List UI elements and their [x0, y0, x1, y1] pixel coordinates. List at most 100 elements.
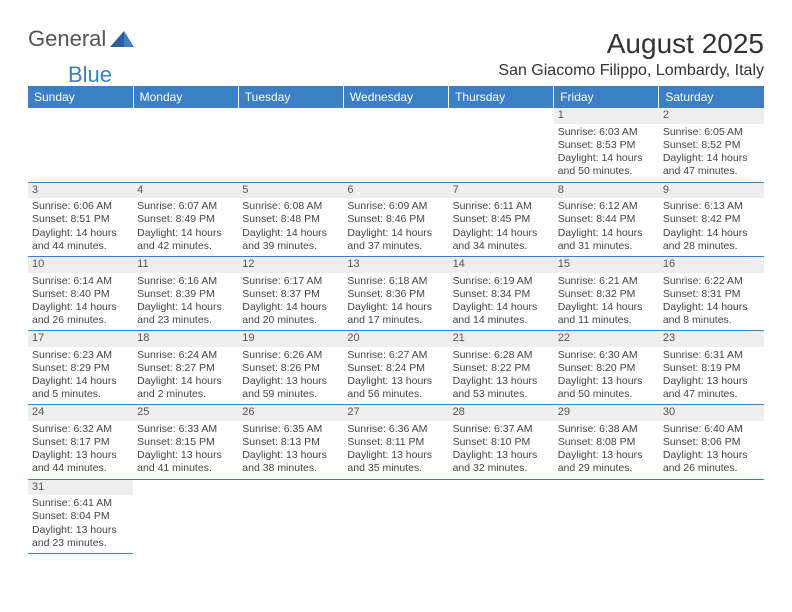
sunset-line: Sunset: 8:42 PM	[663, 213, 760, 226]
daylight-line: Daylight: 13 hours and 47 minutes.	[663, 375, 760, 401]
day-number: 21	[449, 331, 554, 347]
day-number: 1	[554, 108, 659, 124]
calendar-day-cell: 16Sunrise: 6:22 AMSunset: 8:31 PMDayligh…	[659, 256, 764, 330]
day-number: 31	[28, 480, 133, 496]
calendar-day-cell: 31Sunrise: 6:41 AMSunset: 8:04 PMDayligh…	[28, 479, 133, 553]
daylight-line: Daylight: 14 hours and 8 minutes.	[663, 301, 760, 327]
day-number: 19	[238, 331, 343, 347]
sunset-line: Sunset: 8:08 PM	[558, 436, 655, 449]
day-number: 26	[238, 405, 343, 421]
calendar-body: 1Sunrise: 6:03 AMSunset: 8:53 PMDaylight…	[28, 108, 764, 553]
sunrise-line: Sunrise: 6:41 AM	[32, 497, 129, 510]
sunrise-line: Sunrise: 6:07 AM	[137, 200, 234, 213]
sunset-line: Sunset: 8:29 PM	[32, 362, 129, 375]
sunrise-line: Sunrise: 6:17 AM	[242, 275, 339, 288]
day-number: 16	[659, 257, 764, 273]
calendar-day-cell: 27Sunrise: 6:36 AMSunset: 8:11 PMDayligh…	[343, 405, 448, 479]
daylight-line: Daylight: 14 hours and 37 minutes.	[347, 227, 444, 253]
day-number: 29	[554, 405, 659, 421]
weekday-header: Saturday	[659, 86, 764, 108]
daylight-line: Daylight: 13 hours and 35 minutes.	[347, 449, 444, 475]
sunset-line: Sunset: 8:37 PM	[242, 288, 339, 301]
daylight-line: Daylight: 14 hours and 34 minutes.	[453, 227, 550, 253]
sunrise-line: Sunrise: 6:26 AM	[242, 349, 339, 362]
daylight-line: Daylight: 13 hours and 38 minutes.	[242, 449, 339, 475]
daylight-line: Daylight: 13 hours and 26 minutes.	[663, 449, 760, 475]
sunrise-line: Sunrise: 6:14 AM	[32, 275, 129, 288]
sunset-line: Sunset: 8:34 PM	[453, 288, 550, 301]
weekday-header: Sunday	[28, 86, 133, 108]
calendar-week-row: 1Sunrise: 6:03 AMSunset: 8:53 PMDaylight…	[28, 108, 764, 182]
calendar-day-cell: 8Sunrise: 6:12 AMSunset: 8:44 PMDaylight…	[554, 182, 659, 256]
daylight-line: Daylight: 14 hours and 20 minutes.	[242, 301, 339, 327]
calendar-empty-cell	[133, 479, 238, 553]
sunrise-line: Sunrise: 6:32 AM	[32, 423, 129, 436]
day-number: 15	[554, 257, 659, 273]
daylight-line: Daylight: 14 hours and 50 minutes.	[558, 152, 655, 178]
daylight-line: Daylight: 13 hours and 44 minutes.	[32, 449, 129, 475]
sunset-line: Sunset: 8:26 PM	[242, 362, 339, 375]
sunrise-line: Sunrise: 6:05 AM	[663, 126, 760, 139]
sunset-line: Sunset: 8:22 PM	[453, 362, 550, 375]
calendar-day-cell: 4Sunrise: 6:07 AMSunset: 8:49 PMDaylight…	[133, 182, 238, 256]
sunset-line: Sunset: 8:52 PM	[663, 139, 760, 152]
sunset-line: Sunset: 8:45 PM	[453, 213, 550, 226]
day-number: 27	[343, 405, 448, 421]
sunset-line: Sunset: 8:48 PM	[242, 213, 339, 226]
sunset-line: Sunset: 8:15 PM	[137, 436, 234, 449]
daylight-line: Daylight: 14 hours and 44 minutes.	[32, 227, 129, 253]
sunrise-line: Sunrise: 6:11 AM	[453, 200, 550, 213]
day-number: 22	[554, 331, 659, 347]
day-number: 25	[133, 405, 238, 421]
sunset-line: Sunset: 8:10 PM	[453, 436, 550, 449]
sunrise-line: Sunrise: 6:08 AM	[242, 200, 339, 213]
calendar-day-cell: 11Sunrise: 6:16 AMSunset: 8:39 PMDayligh…	[133, 256, 238, 330]
sunset-line: Sunset: 8:51 PM	[32, 213, 129, 226]
day-number: 8	[554, 183, 659, 199]
sunrise-line: Sunrise: 6:28 AM	[453, 349, 550, 362]
calendar-day-cell: 25Sunrise: 6:33 AMSunset: 8:15 PMDayligh…	[133, 405, 238, 479]
daylight-line: Daylight: 14 hours and 28 minutes.	[663, 227, 760, 253]
calendar-day-cell: 18Sunrise: 6:24 AMSunset: 8:27 PMDayligh…	[133, 331, 238, 405]
logo-word-2: Blue	[68, 64, 112, 86]
day-number: 14	[449, 257, 554, 273]
sunrise-line: Sunrise: 6:23 AM	[32, 349, 129, 362]
daylight-line: Daylight: 14 hours and 11 minutes.	[558, 301, 655, 327]
sunrise-line: Sunrise: 6:09 AM	[347, 200, 444, 213]
sunrise-line: Sunrise: 6:37 AM	[453, 423, 550, 436]
weekday-header: Wednesday	[343, 86, 448, 108]
day-number: 5	[238, 183, 343, 199]
daylight-line: Daylight: 14 hours and 5 minutes.	[32, 375, 129, 401]
daylight-line: Daylight: 14 hours and 17 minutes.	[347, 301, 444, 327]
calendar-day-cell: 5Sunrise: 6:08 AMSunset: 8:48 PMDaylight…	[238, 182, 343, 256]
day-number: 11	[133, 257, 238, 273]
calendar-day-cell: 14Sunrise: 6:19 AMSunset: 8:34 PMDayligh…	[449, 256, 554, 330]
weekday-header: Friday	[554, 86, 659, 108]
sunset-line: Sunset: 8:49 PM	[137, 213, 234, 226]
sunset-line: Sunset: 8:06 PM	[663, 436, 760, 449]
calendar-empty-cell	[343, 479, 448, 553]
day-number: 23	[659, 331, 764, 347]
calendar-day-cell: 1Sunrise: 6:03 AMSunset: 8:53 PMDaylight…	[554, 108, 659, 182]
sunrise-line: Sunrise: 6:21 AM	[558, 275, 655, 288]
day-number: 18	[133, 331, 238, 347]
daylight-line: Daylight: 14 hours and 26 minutes.	[32, 301, 129, 327]
daylight-line: Daylight: 13 hours and 32 minutes.	[453, 449, 550, 475]
sunset-line: Sunset: 8:24 PM	[347, 362, 444, 375]
sunrise-line: Sunrise: 6:24 AM	[137, 349, 234, 362]
day-number: 2	[659, 108, 764, 124]
daylight-line: Daylight: 13 hours and 23 minutes.	[32, 524, 129, 550]
calendar-week-row: 3Sunrise: 6:06 AMSunset: 8:51 PMDaylight…	[28, 182, 764, 256]
sunrise-line: Sunrise: 6:38 AM	[558, 423, 655, 436]
day-number: 7	[449, 183, 554, 199]
day-number: 9	[659, 183, 764, 199]
logo-word-1: General	[28, 28, 106, 50]
calendar-empty-cell	[133, 108, 238, 182]
daylight-line: Daylight: 13 hours and 50 minutes.	[558, 375, 655, 401]
daylight-line: Daylight: 14 hours and 2 minutes.	[137, 375, 234, 401]
weekday-header: Tuesday	[238, 86, 343, 108]
day-number: 30	[659, 405, 764, 421]
calendar-day-cell: 2Sunrise: 6:05 AMSunset: 8:52 PMDaylight…	[659, 108, 764, 182]
day-number: 13	[343, 257, 448, 273]
sunrise-line: Sunrise: 6:27 AM	[347, 349, 444, 362]
